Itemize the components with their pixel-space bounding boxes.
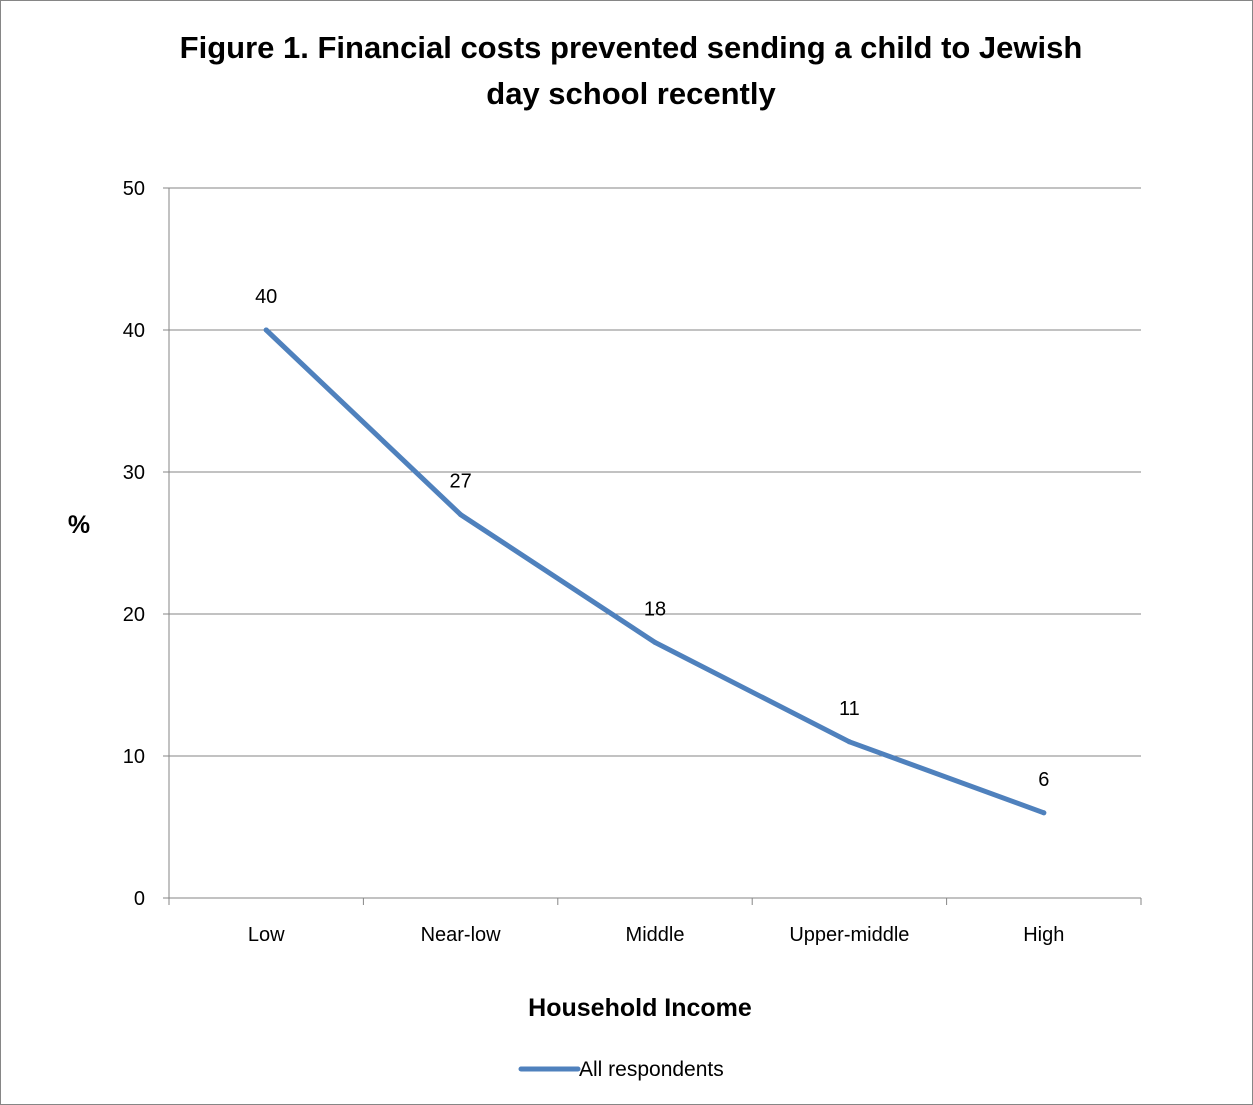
y-tick-label-20: 20 <box>123 604 145 626</box>
data-point-upper-middle <box>846 739 852 745</box>
chart-title-line-2: day school recently <box>486 76 776 111</box>
gridlines <box>169 187 1141 757</box>
x-tick-label-upper-middle: Upper-middle <box>789 924 909 946</box>
data-point-low <box>263 327 269 333</box>
data-label-near-low: 27 <box>449 471 471 493</box>
x-tick-label-near-low: Near-low <box>421 924 502 946</box>
y-tick-label-30: 30 <box>123 462 145 484</box>
data-point-middle <box>652 639 658 645</box>
legend-label-all-respondents: All respondents <box>579 1058 724 1081</box>
legend: All respondents <box>518 1058 724 1081</box>
data-labels: 40 27 18 11 6 <box>255 286 1049 791</box>
x-tick-label-low: Low <box>248 924 285 946</box>
data-point-near-low <box>458 512 464 518</box>
y-axis-title: % <box>68 511 90 539</box>
data-point-high <box>1041 810 1047 816</box>
x-tick-label-high: High <box>1023 924 1064 946</box>
series-lines <box>263 327 1047 816</box>
x-tick-label-middle: Middle <box>626 924 685 946</box>
data-label-middle: 18 <box>644 598 666 620</box>
data-label-upper-middle: 11 <box>839 698 860 720</box>
data-label-high: 6 <box>1038 769 1049 791</box>
series-line-0 <box>263 327 1047 816</box>
data-label-low: 40 <box>255 286 277 308</box>
y-tick-label-40: 40 <box>123 320 145 342</box>
y-tick-label-50: 50 <box>123 178 145 200</box>
chart-title-line-1: Figure 1. Financial costs prevented send… <box>180 30 1083 65</box>
x-axis: Low Near-low Middle Upper-middle High <box>168 188 1142 946</box>
y-tick-label-0: 0 <box>134 888 145 910</box>
y-tick-label-10: 10 <box>123 746 145 768</box>
y-axis-ticks: 0 10 20 30 40 50 <box>123 178 169 910</box>
x-axis-title: Household Income <box>528 994 752 1022</box>
